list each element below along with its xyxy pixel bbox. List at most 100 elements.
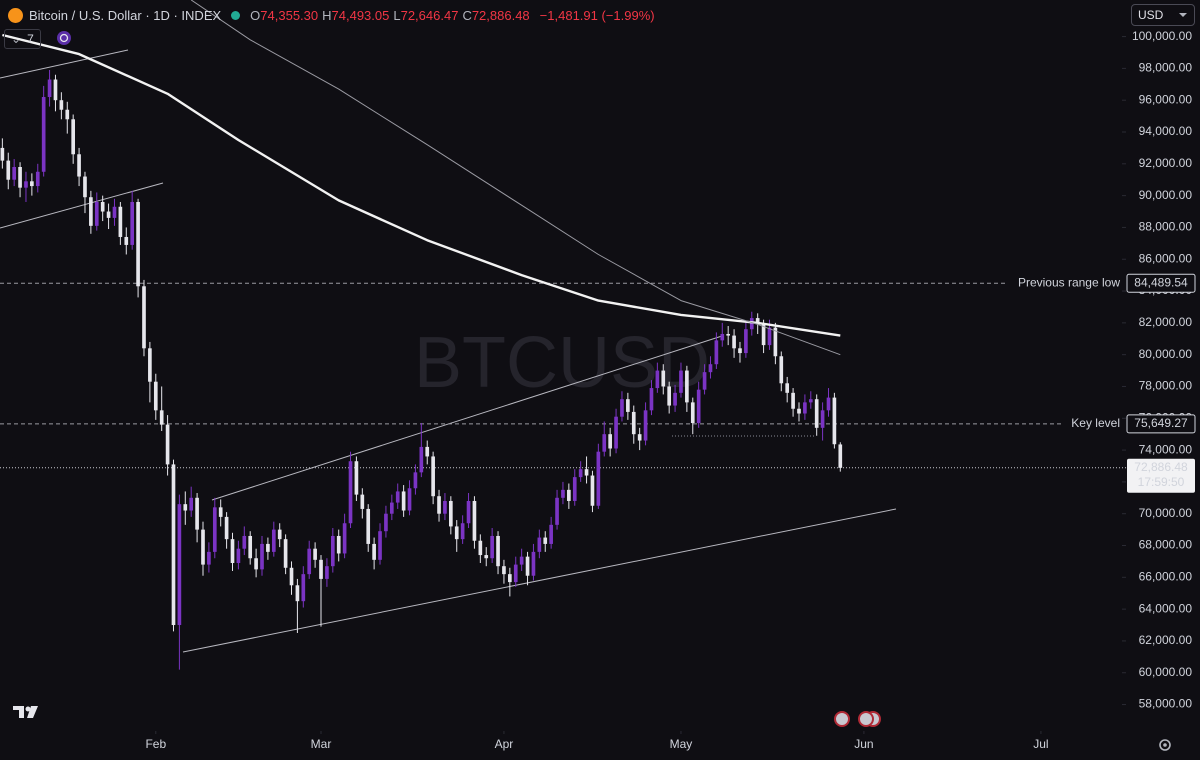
candle-body — [301, 574, 306, 602]
y-tick-label: 74,000.00 — [1139, 442, 1193, 456]
watermark: BTCUSD — [414, 323, 710, 403]
last-price-box — [1127, 458, 1195, 493]
candle-body — [77, 154, 81, 177]
moving-average — [190, 0, 841, 356]
countdown: 17:59:50 — [1138, 475, 1185, 489]
candle-body — [271, 529, 276, 552]
candle-body — [207, 551, 211, 565]
candle-body — [714, 340, 719, 365]
candle-body — [643, 410, 648, 441]
y-tick-label: 86,000.00 — [1139, 251, 1193, 265]
candle-body — [649, 388, 654, 411]
candle-body — [838, 444, 843, 468]
candle-body — [130, 201, 135, 245]
candle-body — [230, 539, 235, 564]
candle-body — [508, 574, 512, 583]
candle-body — [454, 526, 459, 540]
candle-body — [749, 318, 754, 330]
candle-body — [342, 523, 347, 554]
y-tick-label: 80,000.00 — [1139, 347, 1193, 361]
symbol-icon — [8, 7, 23, 23]
candle-body — [637, 434, 642, 441]
candle-body — [106, 211, 111, 218]
candle-body — [153, 381, 158, 411]
candle-body — [696, 389, 701, 424]
candle-body — [384, 513, 388, 532]
candle-body — [513, 564, 518, 583]
candle-body — [277, 529, 282, 540]
candle-body — [555, 497, 559, 525]
candle-body — [584, 469, 589, 476]
event-flag[interactable] — [858, 711, 874, 727]
candle-body — [572, 477, 577, 501]
indicator-count: 7 — [27, 32, 34, 46]
event-flag[interactable] — [834, 711, 850, 727]
candle-body — [502, 566, 506, 575]
sync-button[interactable] — [55, 29, 73, 47]
candle-body — [820, 410, 825, 428]
candle-body — [690, 402, 695, 424]
candle-body — [41, 97, 46, 172]
y-tick-label: 92,000.00 — [1139, 156, 1193, 170]
candle-body — [124, 236, 129, 245]
candle-body — [732, 335, 736, 349]
candle-body — [201, 529, 205, 565]
candle-body — [100, 201, 105, 212]
settings-button[interactable] — [1159, 739, 1171, 751]
candle-body — [47, 79, 52, 98]
candle-body — [260, 543, 264, 570]
trendline — [182, 508, 897, 653]
candle-body — [248, 535, 253, 559]
candle-body — [171, 464, 176, 626]
candle-body — [236, 548, 241, 564]
candle-body — [94, 201, 99, 226]
legend-header: Bitcoin / U.S. Dollar · 1D · INDEX O 74,3… — [8, 5, 659, 25]
candle-body — [744, 329, 748, 354]
level-box — [1126, 414, 1196, 434]
candle-body — [59, 100, 64, 110]
candle-body — [354, 461, 359, 495]
y-tick-label: 66,000.00 — [1139, 569, 1193, 583]
candle-body — [525, 556, 530, 576]
x-tick-label: May — [670, 737, 693, 751]
trendline — [211, 335, 723, 501]
candle-body — [83, 176, 87, 198]
indicators-toggle[interactable]: ⌄ 7 — [4, 29, 41, 49]
candle-body — [195, 497, 199, 530]
candle-body — [401, 491, 406, 511]
candle-body — [307, 548, 312, 575]
candle-body — [814, 399, 819, 428]
level-box — [1126, 273, 1196, 293]
candle-body — [797, 408, 801, 414]
candle-body — [761, 324, 766, 346]
candle-body — [685, 370, 689, 403]
candle-body — [785, 383, 790, 393]
candle-body — [189, 497, 194, 511]
candle-body — [366, 508, 371, 544]
candle-body — [112, 206, 117, 218]
ohlc-value: 72,886.48 — [471, 7, 530, 23]
candle-body — [413, 472, 418, 489]
moving-averages — [2, 0, 841, 356]
candle-body — [449, 500, 453, 527]
candles — [0, 69, 843, 670]
candle-body — [289, 567, 294, 586]
ohlc: O 74,355.30 H 74,493.05 L 72,646.47 C 72,886.48 — [250, 8, 534, 23]
candle-body — [667, 386, 671, 406]
candle-body — [608, 434, 612, 449]
candle-body — [283, 539, 288, 568]
candle-body — [65, 109, 70, 120]
y-tick-label: 62,000.00 — [1139, 633, 1193, 647]
moving-average — [2, 33, 841, 337]
candle-body — [30, 181, 34, 187]
chevron: ⌄ — [11, 32, 22, 46]
currency-select[interactable]: USD — [1131, 4, 1195, 26]
candle-body — [118, 206, 123, 237]
candle-body — [0, 147, 5, 161]
candle-body — [708, 364, 713, 373]
candle-body — [319, 559, 323, 579]
y-tick-label: 90,000.00 — [1139, 188, 1193, 202]
trendline — [0, 182, 164, 229]
candle-body — [791, 392, 795, 409]
candle-body — [702, 372, 707, 390]
